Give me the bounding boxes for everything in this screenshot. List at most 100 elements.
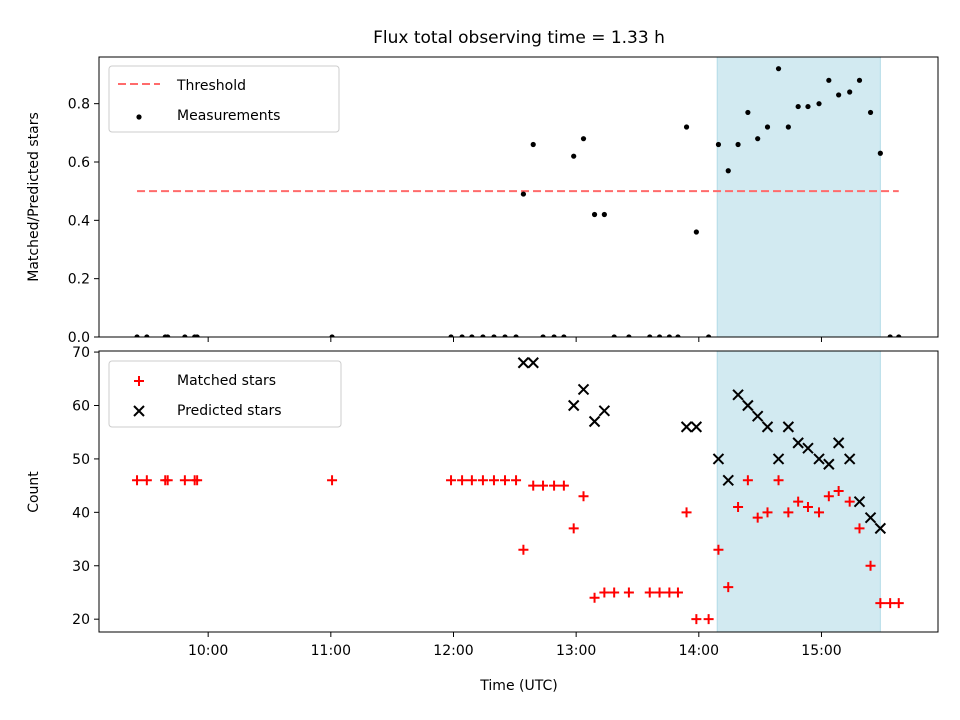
bottom-series-0-point-14 (511, 475, 522, 486)
x-tick-label: 11:00 (311, 643, 351, 659)
bottom-y-tick-label: 30 (72, 559, 90, 575)
top-series-0-point-14 (513, 334, 519, 337)
top-series-0-point-38 (764, 124, 771, 130)
bottom-series-0-point-46 (844, 496, 855, 507)
bottom-series-1-point-8 (712, 453, 725, 465)
top-series-0-point-19 (561, 334, 567, 337)
top-series-0-point-36 (745, 109, 751, 116)
top-series-0-point-48 (867, 109, 874, 116)
bottom-series-0-point-15 (518, 544, 529, 555)
bottom-series-0-point-40 (783, 507, 794, 518)
top-series-0-point-33 (715, 141, 722, 148)
top-series-0-point-16 (530, 141, 536, 148)
bottom-frame (98, 350, 939, 633)
bottom-series-1-point-1 (527, 357, 539, 369)
bottom-series-0-point-8 (446, 475, 457, 486)
top-series-0-point-10 (469, 334, 475, 337)
top-y-tick-label: 0.2 (68, 272, 90, 288)
top-series-0-point-51 (896, 334, 902, 337)
bottom-legend-marker-1 (133, 405, 145, 417)
bottom-series-0-point-31 (691, 614, 702, 625)
top-series-0-point-45 (836, 92, 842, 98)
x-tick-label: 13:00 (556, 643, 596, 659)
bottom-series-0-point-29 (672, 587, 683, 598)
bottom-legend-box (108, 360, 342, 428)
top-marks (134, 66, 902, 337)
top-series-0-point-9 (459, 334, 465, 337)
top-series-0-point-46 (847, 89, 853, 95)
top-highlight-band (716, 56, 881, 338)
bottom-series-1-point-11 (742, 399, 754, 412)
bottom-series-1-point-3 (577, 383, 590, 396)
top-y-tick-label: 0.0 (68, 330, 90, 346)
bottom-series-0-point-51 (893, 598, 904, 609)
bottom-series-0-point-22 (589, 592, 600, 603)
bottom-series-0-point-36 (742, 475, 753, 486)
top-series-0-point-1 (144, 334, 150, 337)
top-series-0-point-41 (795, 103, 801, 110)
top-series-0-point-43 (816, 101, 822, 107)
bottom-series-1-point-17 (802, 442, 814, 454)
top-series-0-point-0 (134, 334, 140, 337)
bottom-series-0-point-44 (823, 491, 834, 502)
top-panel: 0.0 0.2 0.4 0.6 0.8 (68, 56, 939, 346)
bottom-series-0-point-34 (723, 582, 734, 593)
bottom-series-0-point-27 (654, 587, 665, 598)
x-axis-label: Time (UTC) (479, 678, 557, 694)
top-series-0-point-11 (480, 334, 486, 337)
bottom-series-0-point-49 (875, 598, 886, 609)
bottom-series-0-point-4 (179, 475, 190, 486)
bottom-series-0-point-7 (327, 475, 338, 486)
bottom-series-0-point-11 (477, 475, 488, 486)
bottom-series-0-point-24 (609, 587, 620, 598)
bottom-series-0-point-10 (466, 475, 477, 486)
top-series-0-point-7 (329, 334, 335, 337)
top-series-0-point-4 (182, 334, 188, 337)
bottom-y-tick-label: 60 (72, 398, 90, 414)
top-series-0-point-15 (520, 191, 527, 197)
bottom-series-0-point-37 (752, 512, 763, 523)
chart-title: Flux total observing time = 1.33 h (373, 28, 665, 48)
top-series-0-point-21 (580, 136, 587, 142)
top-y-tick-label: 0.8 (68, 97, 90, 113)
top-series-0-point-26 (647, 334, 653, 337)
top-y-tick-label: 0.6 (68, 155, 90, 171)
top-legend-box (108, 65, 340, 133)
top-series-0-point-3 (165, 334, 171, 337)
bottom-series-1-point-23 (864, 511, 877, 524)
bottom-y-tick-label: 50 (72, 452, 90, 468)
bottom-series-0-point-43 (814, 507, 825, 518)
bottom-series-0-point-21 (578, 491, 589, 502)
top-series-0-point-44 (826, 77, 832, 83)
bottom-series-0-point-3 (162, 475, 173, 486)
bottom-series-0-point-6 (192, 475, 203, 486)
top-series-0-point-28 (666, 334, 672, 337)
bottom-y-tick-label: 40 (72, 505, 90, 521)
top-series-0-point-40 (785, 124, 791, 130)
bottom-y-axis-label: Count (26, 471, 42, 513)
top-frame (98, 56, 939, 338)
top-series-0-point-30 (683, 124, 690, 130)
top-series-0-point-8 (448, 334, 454, 337)
bottom-series-0-point-26 (644, 587, 655, 598)
bottom-series-0-point-18 (549, 480, 560, 491)
bottom-series-0-point-47 (854, 523, 865, 534)
bottom-series-0-point-28 (664, 587, 675, 598)
bottom-series-0-point-20 (568, 523, 579, 534)
bottom-series-1-point-24 (874, 522, 887, 535)
top-series-0-point-27 (656, 334, 663, 337)
bottom-series-1-point-14 (772, 453, 785, 465)
top-legend: Threshold Measurements (108, 65, 340, 133)
bottom-legend-marker-0 (134, 376, 144, 386)
top-series-0-point-37 (755, 136, 761, 142)
x-tick-label: 12:00 (433, 643, 473, 659)
bottom-series-1-point-21 (843, 453, 856, 465)
top-y-axis-label: Matched/Predicted stars (26, 112, 42, 282)
bottom-series-0-point-25 (623, 587, 634, 598)
x-tick-label: 15:00 (801, 643, 841, 659)
top-legend-marker-1 (136, 114, 142, 120)
bottom-y-tick-label: 70 (72, 345, 90, 361)
bottom-series-0-point-16 (528, 480, 539, 491)
bottom-series-0-point-19 (558, 480, 569, 491)
top-series-0-point-22 (591, 211, 598, 218)
